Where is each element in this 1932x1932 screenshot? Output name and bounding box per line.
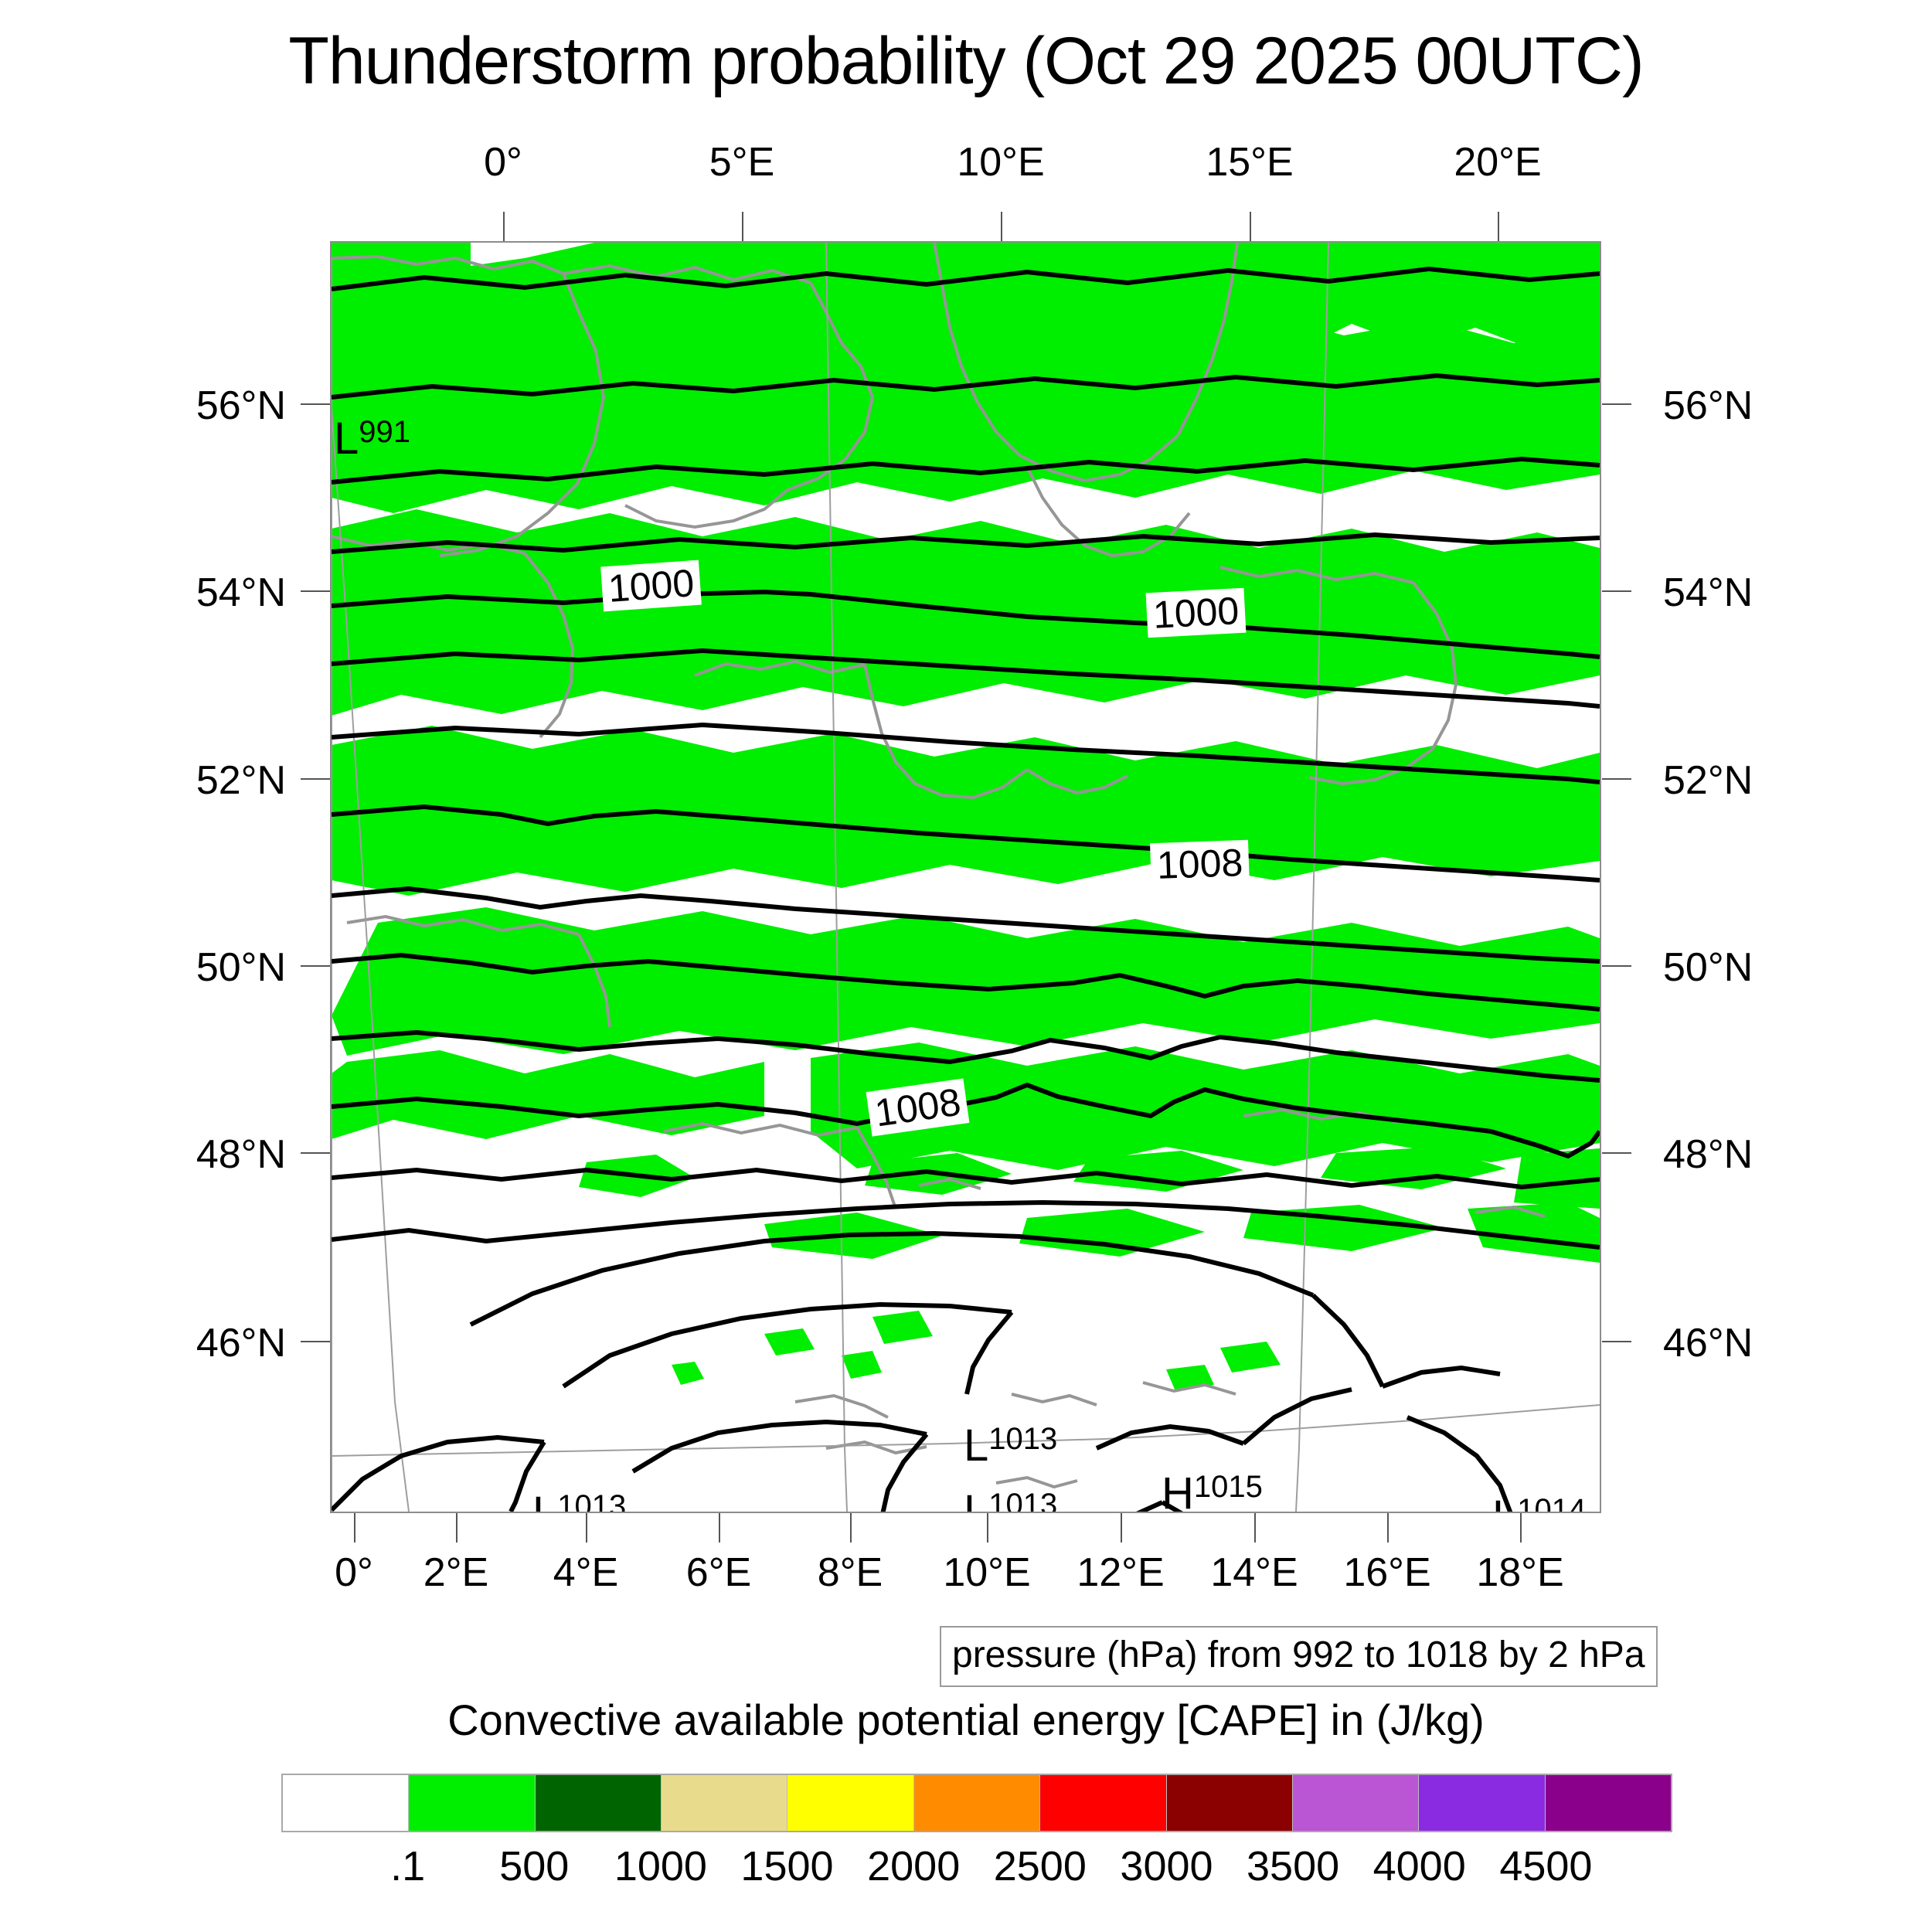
colorbar-swatch bbox=[1545, 1775, 1671, 1831]
pressure-center-low: L1014 bbox=[1492, 1493, 1587, 1513]
axis-tick-top: 5°E bbox=[709, 140, 775, 185]
axis-tickmark-top bbox=[1250, 212, 1251, 241]
axis-tick-bottom: 16°E bbox=[1343, 1550, 1431, 1595]
axis-tickmark-top bbox=[742, 212, 743, 241]
axis-tickmark-bottom bbox=[586, 1513, 587, 1543]
colorbar-tick: 2000 bbox=[867, 1843, 961, 1889]
axis-tick-bottom: 0° bbox=[335, 1550, 373, 1595]
colorbar-tick: .1 bbox=[390, 1843, 426, 1889]
colorbar-swatch bbox=[1292, 1775, 1420, 1831]
pressure-center-high: H1015 bbox=[1162, 1468, 1263, 1513]
axis-tick-left: 52°N bbox=[196, 758, 286, 803]
cape-shaded-region bbox=[332, 243, 1600, 1391]
axis-tickmark-left bbox=[301, 965, 330, 967]
axis-tick-top: 15°E bbox=[1206, 140, 1294, 185]
axis-tickmark-bottom bbox=[1254, 1513, 1256, 1543]
isobar-layer bbox=[332, 266, 1600, 1512]
axis-tickmark-bottom bbox=[987, 1513, 988, 1543]
map-canvas bbox=[332, 243, 1600, 1512]
axis-tick-right: 56°N bbox=[1663, 383, 1753, 428]
colorbar-tick: 3500 bbox=[1247, 1843, 1340, 1889]
colorbar-tick: 1000 bbox=[614, 1843, 707, 1889]
colorbar-swatch bbox=[913, 1775, 1041, 1831]
axis-tickmark-left bbox=[301, 403, 330, 405]
axis-tick-top: 10°E bbox=[957, 140, 1045, 185]
axis-tick-left: 48°N bbox=[196, 1132, 286, 1177]
axis-tick-left: 46°N bbox=[196, 1321, 286, 1366]
colorbar-tick: 4500 bbox=[1499, 1843, 1593, 1889]
axis-tickmark-bottom bbox=[456, 1513, 457, 1543]
colorbar-tick: 2500 bbox=[993, 1843, 1087, 1889]
axis-tick-right: 52°N bbox=[1663, 758, 1753, 803]
axis-tickmark-right bbox=[1602, 778, 1631, 780]
axis-tickmark-right bbox=[1602, 965, 1631, 967]
axis-tickmark-bottom bbox=[1520, 1513, 1522, 1543]
pressure-center-low: L991 bbox=[334, 413, 411, 464]
colorbar-tick: 3000 bbox=[1120, 1843, 1213, 1889]
axis-tick-top: 20°E bbox=[1454, 140, 1542, 185]
axis-tickmark-left bbox=[301, 1341, 330, 1342]
axis-tickmark-bottom bbox=[719, 1513, 720, 1543]
colorbar-swatch bbox=[409, 1775, 536, 1831]
isobar-label: 1000 bbox=[1145, 587, 1247, 638]
axis-tick-right: 46°N bbox=[1663, 1321, 1753, 1366]
axis-tickmark-bottom bbox=[850, 1513, 852, 1543]
axis-tick-bottom: 10°E bbox=[943, 1550, 1031, 1595]
axis-tickmark-top bbox=[1498, 212, 1499, 241]
colorbar-tick: 500 bbox=[499, 1843, 570, 1889]
colorbar-tick-row: .1 500 1000 1500 2000 2500 3000 3500 400… bbox=[281, 1842, 1672, 1896]
colorbar-swatch bbox=[1166, 1775, 1293, 1831]
axis-tickmark-right bbox=[1602, 590, 1631, 592]
axis-tickmark-bottom bbox=[354, 1513, 355, 1543]
axis-tick-right: 50°N bbox=[1663, 945, 1753, 990]
pressure-center-low: L1013 bbox=[532, 1488, 627, 1513]
colorbar-title: Convective available potential energy [C… bbox=[447, 1696, 1485, 1744]
colorbar-swatch bbox=[787, 1775, 914, 1831]
axis-tickmark-right bbox=[1602, 1152, 1631, 1154]
isobar-label: 1008 bbox=[1150, 839, 1250, 889]
axis-tick-bottom: 2°E bbox=[423, 1550, 489, 1595]
axis-tickmark-right bbox=[1602, 1341, 1631, 1342]
page-title: Thunderstorm probability (Oct 29 2025 00… bbox=[288, 24, 1644, 98]
axis-tick-left: 56°N bbox=[196, 383, 286, 428]
axis-tick-bottom: 12°E bbox=[1077, 1550, 1165, 1595]
axis-tick-bottom: 6°E bbox=[685, 1550, 752, 1595]
axis-tickmark-top bbox=[503, 212, 505, 241]
axis-tick-bottom: 4°E bbox=[553, 1550, 619, 1595]
axis-tick-bottom: 14°E bbox=[1210, 1550, 1298, 1595]
axis-tick-bottom: 18°E bbox=[1476, 1550, 1564, 1595]
map-plot-area[interactable]: 1000 1000 1008 1008 L991 L1013 L1013 L10… bbox=[330, 241, 1601, 1513]
axis-tickmark-top bbox=[1001, 212, 1002, 241]
axis-tickmark-left bbox=[301, 590, 330, 592]
isobar-label: 1000 bbox=[600, 560, 702, 612]
pressure-contour-caption: pressure (hPa) from 992 to 1018 by 2 hPa bbox=[940, 1626, 1658, 1687]
axis-tickmark-left bbox=[301, 778, 330, 780]
colorbar-tick: 1500 bbox=[740, 1843, 834, 1889]
axis-tickmark-right bbox=[1602, 403, 1631, 405]
colorbar-tick: 4000 bbox=[1372, 1843, 1466, 1889]
pressure-center-low: L1013 bbox=[964, 1486, 1058, 1513]
cape-colorbar[interactable] bbox=[281, 1774, 1672, 1832]
axis-tickmark-bottom bbox=[1387, 1513, 1389, 1543]
colorbar-swatch bbox=[662, 1775, 788, 1831]
colorbar-swatch bbox=[283, 1775, 410, 1831]
axis-tick-left: 50°N bbox=[196, 945, 286, 990]
axis-tick-top: 0° bbox=[484, 140, 522, 185]
axis-tick-right: 48°N bbox=[1663, 1132, 1753, 1177]
axis-tick-left: 54°N bbox=[196, 570, 286, 615]
pressure-center-low: L1013 bbox=[964, 1420, 1058, 1471]
colorbar-swatch bbox=[535, 1775, 662, 1831]
axis-tick-right: 54°N bbox=[1663, 570, 1753, 615]
colorbar-swatch bbox=[1040, 1775, 1167, 1831]
axis-tickmark-left bbox=[301, 1152, 330, 1154]
colorbar-swatch bbox=[1419, 1775, 1546, 1831]
axis-tickmark-bottom bbox=[1121, 1513, 1122, 1543]
axis-tick-bottom: 8°E bbox=[817, 1550, 883, 1595]
